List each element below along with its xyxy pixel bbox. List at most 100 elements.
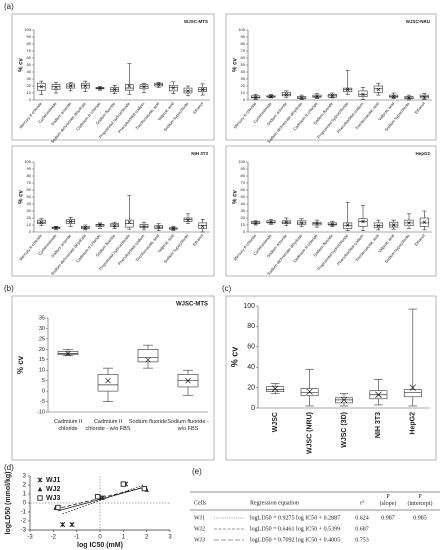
box — [403, 389, 422, 398]
x-tick-label: Phenobarbital sodium — [336, 101, 365, 134]
mean-marker — [315, 221, 319, 226]
mean-marker — [112, 223, 117, 228]
point — [37, 477, 43, 483]
x-tick-label: NIH 3T3 — [375, 412, 382, 438]
mean-marker — [68, 219, 73, 224]
box-group — [95, 222, 105, 229]
y-tick-label: 3 — [23, 474, 27, 480]
panel-label: (c) — [222, 284, 232, 293]
mean-marker — [330, 222, 335, 227]
chart-title: NIH 3T3 — [191, 151, 208, 156]
box-group — [358, 205, 368, 231]
y-tick-label: 90 — [27, 166, 32, 171]
y-tick-label: 80 — [27, 173, 32, 178]
box-group — [335, 393, 353, 407]
box-group — [327, 221, 337, 227]
y-tick-label: 0 — [29, 229, 32, 234]
y-tick-label: 5 — [42, 378, 45, 384]
y-tick-label: 0 — [29, 97, 32, 102]
legend-label: WJ3 — [46, 495, 61, 502]
mean-marker — [54, 226, 58, 230]
x-tick-label: 0 — [98, 535, 102, 541]
y-tick-label: 0 — [243, 229, 246, 234]
y-tick-label: 40 — [241, 69, 246, 74]
box-group — [281, 217, 291, 226]
x-tick-label: Sodium fluoride -w/o FBS — [167, 419, 209, 432]
panel-label: (e) — [192, 467, 202, 476]
box-group — [251, 220, 261, 226]
y-tick-label: 60 — [247, 344, 255, 351]
mean-marker — [345, 223, 350, 227]
table-cell: WJ1 — [194, 515, 205, 521]
mean-marker — [39, 220, 44, 224]
mean-marker — [284, 220, 289, 224]
box-group — [36, 218, 46, 226]
box-group — [66, 217, 75, 227]
box-group — [36, 80, 46, 95]
y-tick-label: 100 — [238, 159, 245, 164]
y-tick-label: 100 — [238, 27, 245, 32]
box-group — [404, 213, 414, 229]
x-tick-label: HepG2 — [410, 412, 417, 435]
y-tick-label: 80 — [247, 323, 255, 330]
box-group — [266, 219, 276, 225]
box-group — [169, 226, 178, 231]
point — [95, 494, 101, 500]
box-group — [281, 90, 291, 98]
table-cell: logLD50 = 0.7092 log IC50 + 0.4005 — [250, 537, 340, 543]
box-group — [312, 219, 322, 228]
box-group — [110, 221, 119, 229]
mean-marker — [185, 377, 191, 384]
mean-marker — [391, 94, 396, 99]
x-tick-label: Ethanol — [413, 101, 426, 115]
y-tick-label: 15 — [39, 357, 45, 363]
box-group — [97, 367, 119, 402]
mean-marker — [156, 82, 161, 87]
mean-marker — [376, 87, 381, 92]
box-group — [373, 219, 383, 231]
legend-label: WJ2 — [46, 486, 61, 493]
box-group — [154, 223, 163, 231]
box-group — [297, 94, 307, 100]
box-group — [369, 379, 388, 406]
y-tick-label: 70 — [241, 48, 246, 53]
point — [120, 481, 126, 487]
panel-label: (b) — [4, 284, 14, 293]
point — [69, 522, 75, 528]
box-group — [312, 93, 322, 99]
y-tick-label: 10 — [241, 90, 246, 95]
y-tick-label: 40 — [27, 201, 32, 206]
table-cell: 0.753 — [355, 537, 369, 543]
box-group — [81, 224, 90, 231]
mean-marker — [127, 84, 132, 88]
x-tick-label: Mercury II chloride — [232, 233, 257, 262]
box-group — [404, 94, 414, 101]
box-group — [343, 70, 353, 95]
mean-marker — [253, 95, 258, 99]
point — [37, 486, 43, 492]
y-tick-label: 80 — [241, 41, 246, 46]
point — [37, 495, 43, 501]
table-cell: WJ3 — [194, 537, 205, 543]
x-tick-label: Ethanol — [413, 233, 426, 247]
y-tick-label: 70 — [27, 48, 32, 53]
y-tick-label: 30 — [27, 76, 32, 81]
y-tick-label: 10 — [27, 222, 32, 227]
mean-marker — [375, 391, 382, 398]
mean-marker — [98, 223, 102, 227]
y-axis-label: % cv — [19, 190, 25, 204]
x-tick-label: Mercury II chloride — [232, 101, 257, 130]
y-tick-label: 100 — [243, 303, 255, 310]
box-group — [139, 82, 149, 93]
box-group — [51, 226, 61, 231]
mean-marker — [112, 87, 117, 92]
mean-marker — [83, 226, 88, 230]
x-axis-label: log IC50 (mM) — [77, 542, 123, 549]
chart-title: HepG2 — [415, 151, 430, 156]
mean-marker — [156, 225, 161, 229]
box-group — [419, 93, 429, 100]
y-tick-label: 90 — [241, 34, 246, 39]
y-axis-label: % cv — [233, 190, 239, 204]
mean-marker — [407, 221, 411, 225]
x-tick-label: Sodium fluoride — [129, 419, 167, 425]
